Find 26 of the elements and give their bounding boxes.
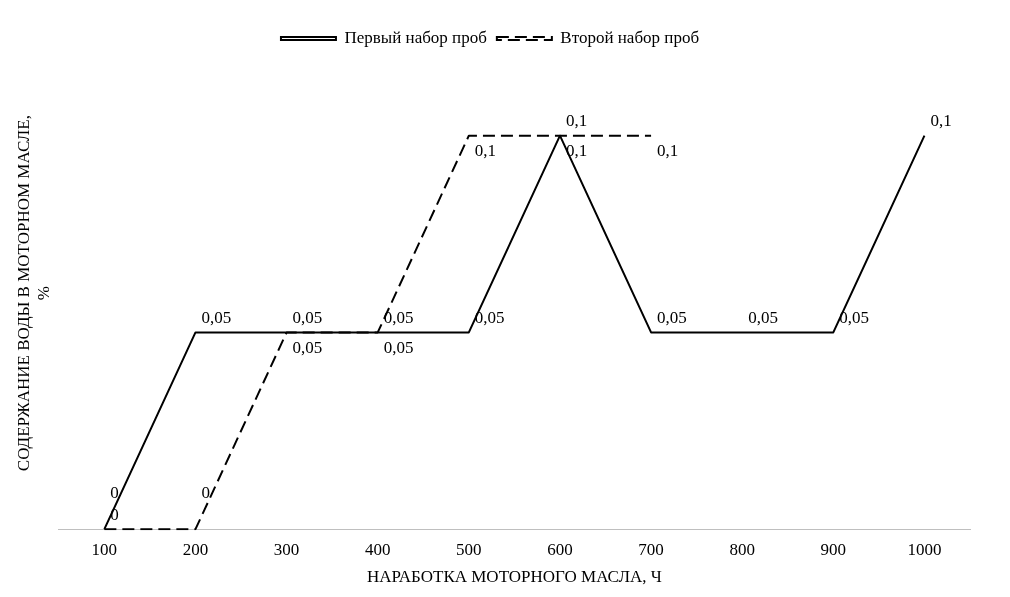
data-label: 0,1 <box>474 141 497 161</box>
x-axis-title: НАРАБОТКА МОТОРНОГО МАСЛА, Ч <box>366 567 662 587</box>
x-tick-label: 500 <box>456 539 482 559</box>
legend-label: Второй набор проб <box>560 27 700 47</box>
data-label: 0,05 <box>292 307 323 327</box>
data-label: 0 <box>110 482 119 502</box>
x-tick-label: 600 <box>547 539 573 559</box>
data-label: 0,1 <box>565 111 588 131</box>
x-tick-label: 1000 <box>907 539 942 559</box>
x-tick-label: 200 <box>182 539 209 559</box>
data-label: 0,1 <box>657 141 679 161</box>
legend-label: Первый набор проб <box>344 27 487 47</box>
x-tick-label: 700 <box>638 539 664 559</box>
data-label: 0,1 <box>930 111 952 131</box>
x-tick-label: 100 <box>91 539 118 559</box>
x-tick-label: 400 <box>364 539 391 559</box>
x-tick-label: 300 <box>273 539 300 559</box>
data-label: 0 <box>201 482 210 502</box>
data-label: 0,05 <box>657 307 687 327</box>
data-label: 0,05 <box>201 307 232 327</box>
y-axis-title: СОДЕРЖАНИЕ ВОДЫ В МОТОРНОМ МАСЛЕ, % <box>13 115 54 472</box>
data-label: 0,05 <box>383 337 414 357</box>
data-label: 0,05 <box>292 337 323 357</box>
x-tick-label: 800 <box>729 539 755 559</box>
data-label: 0,05 <box>748 307 778 327</box>
x-tick-label: 900 <box>820 539 847 559</box>
